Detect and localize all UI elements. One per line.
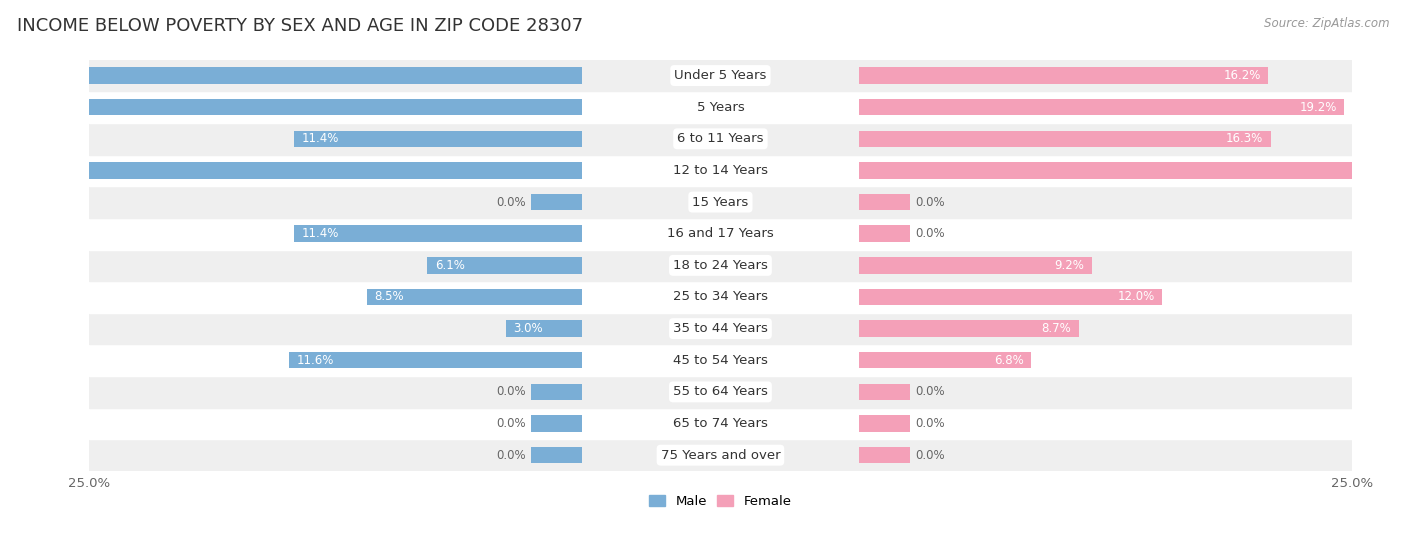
Text: 9.2%: 9.2% <box>1054 259 1084 272</box>
Bar <box>859 194 910 210</box>
Text: 8.7%: 8.7% <box>1042 322 1071 335</box>
Bar <box>427 257 582 273</box>
Text: 45 to 54 Years: 45 to 54 Years <box>673 354 768 367</box>
Text: 16.3%: 16.3% <box>1226 132 1264 145</box>
Bar <box>859 131 1271 147</box>
Text: 0.0%: 0.0% <box>915 196 945 209</box>
Text: 6.8%: 6.8% <box>994 354 1024 367</box>
Text: 15 Years: 15 Years <box>692 196 748 209</box>
Text: 75 Years and over: 75 Years and over <box>661 449 780 462</box>
Text: 55 to 64 Years: 55 to 64 Years <box>673 385 768 399</box>
Bar <box>89 60 1351 91</box>
Bar <box>89 155 1351 186</box>
Text: 11.4%: 11.4% <box>301 132 339 145</box>
Bar <box>89 344 1351 376</box>
Bar <box>0 99 582 115</box>
Bar <box>859 447 910 463</box>
Bar <box>89 408 1351 439</box>
Text: 21.9%: 21.9% <box>37 69 73 82</box>
Text: 21.4%: 21.4% <box>49 164 86 177</box>
Text: 6.1%: 6.1% <box>434 259 465 272</box>
Text: 0.0%: 0.0% <box>915 227 945 240</box>
Bar <box>859 415 910 432</box>
Text: 35 to 44 Years: 35 to 44 Years <box>673 322 768 335</box>
Bar <box>531 447 582 463</box>
Text: 21.6%: 21.6% <box>1360 164 1398 177</box>
Text: 12.0%: 12.0% <box>1118 291 1154 304</box>
Bar <box>89 249 1351 281</box>
Bar <box>89 218 1351 249</box>
Text: 25 to 34 Years: 25 to 34 Years <box>673 291 768 304</box>
Text: 11.6%: 11.6% <box>297 354 333 367</box>
Bar <box>531 383 582 400</box>
Bar <box>294 225 582 242</box>
Bar <box>531 194 582 210</box>
Text: 65 to 74 Years: 65 to 74 Years <box>673 417 768 430</box>
Text: 0.0%: 0.0% <box>496 449 526 462</box>
Bar <box>28 67 582 84</box>
Bar <box>859 225 910 242</box>
Bar <box>89 123 1351 155</box>
Text: 5 Years: 5 Years <box>696 101 744 113</box>
Bar <box>859 162 1405 179</box>
Text: 0.0%: 0.0% <box>496 385 526 399</box>
Bar <box>367 289 582 305</box>
Bar <box>859 257 1091 273</box>
Text: 16 and 17 Years: 16 and 17 Years <box>666 227 773 240</box>
Text: 0.0%: 0.0% <box>496 196 526 209</box>
Bar <box>89 281 1351 313</box>
Text: 0.0%: 0.0% <box>496 417 526 430</box>
Bar <box>89 376 1351 408</box>
Text: Under 5 Years: Under 5 Years <box>675 69 766 82</box>
Bar <box>859 352 1031 368</box>
Text: INCOME BELOW POVERTY BY SEX AND AGE IN ZIP CODE 28307: INCOME BELOW POVERTY BY SEX AND AGE IN Z… <box>17 17 583 35</box>
Text: 19.2%: 19.2% <box>1299 101 1337 113</box>
Bar <box>288 352 582 368</box>
Bar <box>859 99 1344 115</box>
Bar <box>41 162 582 179</box>
Text: 0.0%: 0.0% <box>915 449 945 462</box>
Bar <box>89 439 1351 471</box>
Bar <box>89 186 1351 218</box>
Bar <box>89 313 1351 344</box>
Bar <box>859 320 1078 337</box>
Legend: Male, Female: Male, Female <box>644 490 797 514</box>
Text: 16.2%: 16.2% <box>1223 69 1261 82</box>
Bar <box>859 67 1268 84</box>
Bar <box>859 383 910 400</box>
Text: 3.0%: 3.0% <box>513 322 543 335</box>
Bar <box>859 289 1163 305</box>
Text: 8.5%: 8.5% <box>374 291 404 304</box>
Bar <box>506 320 582 337</box>
Text: Source: ZipAtlas.com: Source: ZipAtlas.com <box>1264 17 1389 30</box>
Bar <box>294 131 582 147</box>
Text: 12 to 14 Years: 12 to 14 Years <box>673 164 768 177</box>
Text: 23.2%: 23.2% <box>3 101 41 113</box>
Text: 0.0%: 0.0% <box>915 417 945 430</box>
Bar <box>89 91 1351 123</box>
Text: 18 to 24 Years: 18 to 24 Years <box>673 259 768 272</box>
Text: 0.0%: 0.0% <box>915 385 945 399</box>
Text: 11.4%: 11.4% <box>301 227 339 240</box>
Bar <box>531 415 582 432</box>
Text: 6 to 11 Years: 6 to 11 Years <box>678 132 763 145</box>
